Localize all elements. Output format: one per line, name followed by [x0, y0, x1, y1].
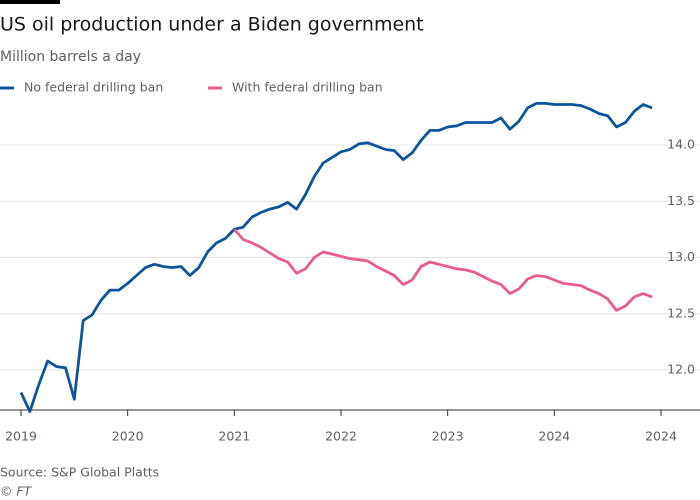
y-tick-label: 13.5: [667, 193, 695, 208]
series-line: [19, 102, 653, 413]
x-tick-label: 2021: [218, 429, 250, 444]
x-tick-label: 2019: [5, 429, 37, 444]
source: Source: S&P Global Platts: [0, 465, 159, 480]
legend-label: No federal drilling ban: [24, 80, 163, 95]
x-tick-label: 2024: [645, 429, 677, 444]
credit: © FT: [0, 484, 33, 499]
y-tick-label: 14.0: [667, 137, 695, 152]
brand-bar: [0, 0, 60, 4]
x-tick-label: 2024: [538, 429, 570, 444]
chart-title: US oil production under a Biden governme…: [0, 14, 424, 36]
legend-label: With federal drilling ban: [232, 80, 383, 95]
y-tick-label: 12.5: [667, 305, 695, 320]
x-tick-label: 2023: [432, 429, 464, 444]
y-tick-label: 13.0: [667, 249, 695, 264]
y-tick-label: 12.0: [667, 362, 695, 377]
x-tick-label: 2020: [112, 429, 144, 444]
x-tick-label: 2022: [325, 429, 357, 444]
series-line: [233, 228, 653, 312]
chart-subtitle: Million barrels a day: [0, 49, 141, 65]
